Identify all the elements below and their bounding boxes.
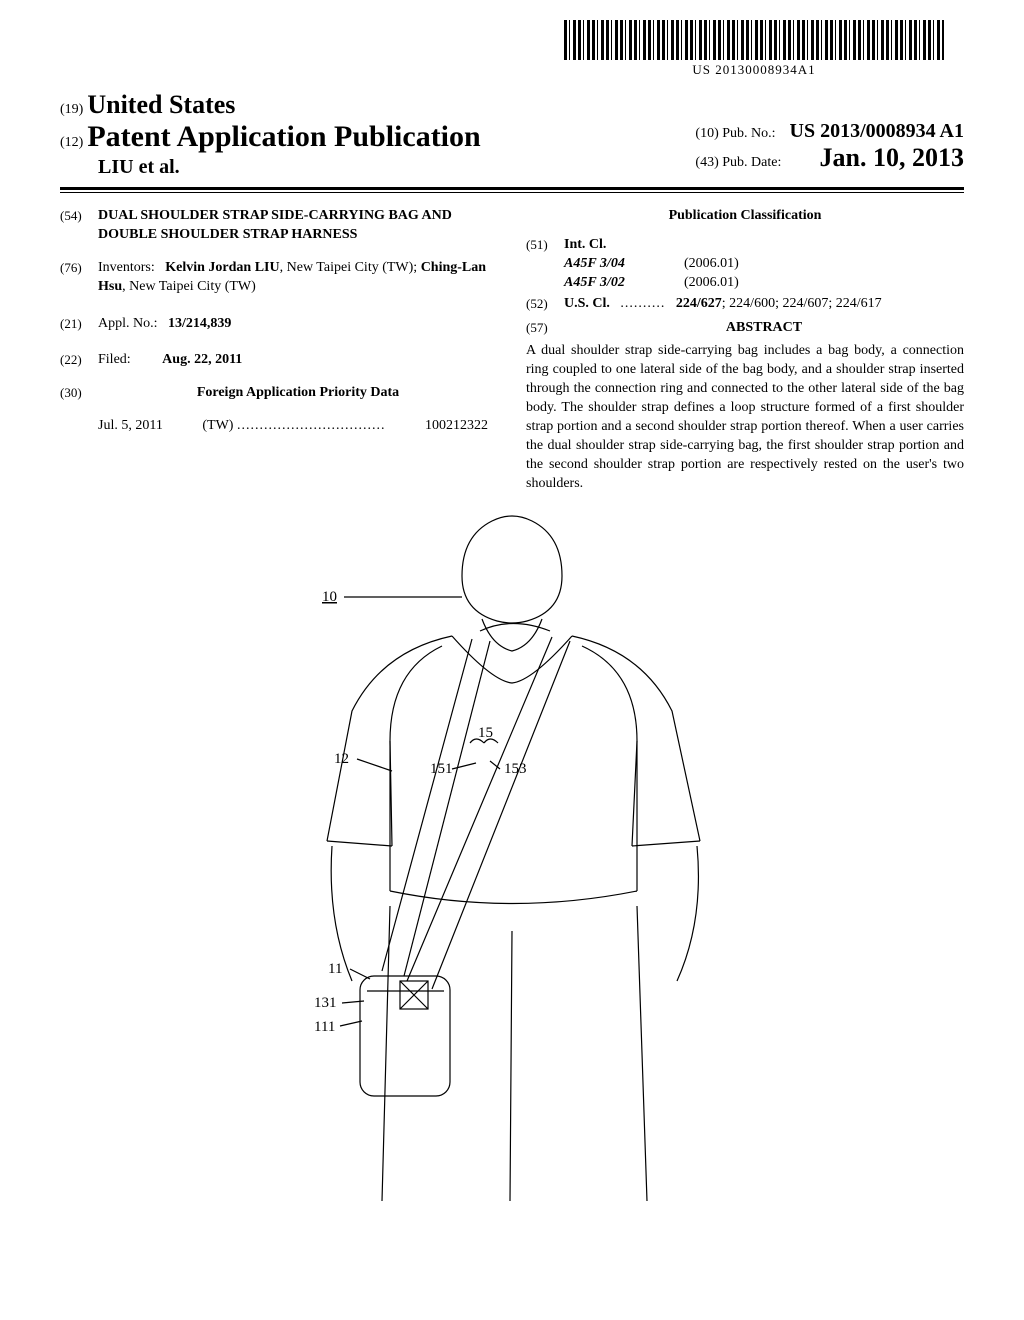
pubdate-value: Jan. 10, 2013 bbox=[820, 143, 964, 173]
intcl-item-1: A45F 3/02 (2006.01) bbox=[564, 274, 964, 293]
priority-heading-row: (30) Foreign Application Priority Data bbox=[60, 384, 498, 403]
uscl-code: (52) bbox=[526, 295, 564, 314]
priority-date: Jul. 5, 2011 bbox=[98, 417, 163, 436]
barcode-number: US 20130008934A1 bbox=[564, 62, 944, 78]
barcode-block: US 20130008934A1 bbox=[564, 20, 944, 78]
pubdate-label: Pub. Date: bbox=[722, 155, 781, 170]
applno-row: (21) Appl. No.: 13/214,839 bbox=[60, 315, 498, 334]
uscl-label: U.S. Cl. bbox=[564, 296, 610, 311]
filed-code: (22) bbox=[60, 351, 98, 370]
pub-title: Patent Application Publication bbox=[87, 120, 480, 153]
uscl-row: (52) U.S. Cl. .......... 224/627; 224/60… bbox=[526, 295, 964, 314]
publication-title-line: (12) Patent Application Publication bbox=[60, 120, 481, 154]
left-column: (54) DUAL SHOULDER STRAP SIDE-CARRYING B… bbox=[60, 207, 498, 493]
fig-label-111: 111 bbox=[314, 1019, 335, 1035]
pubno-label: Pub. No.: bbox=[722, 126, 775, 141]
country-name: United States bbox=[87, 90, 235, 119]
inventor-loc-1: , New Taipei City (TW); bbox=[280, 260, 421, 275]
fig-label-151: 151 bbox=[430, 761, 453, 777]
applno-label: Appl. No.: bbox=[98, 316, 158, 331]
priority-heading: Foreign Application Priority Data bbox=[98, 384, 498, 403]
figure-area: 10 12 15 151 153 11 131 111 bbox=[60, 511, 964, 1216]
fig-label-15: 15 bbox=[478, 725, 493, 741]
intcl-item-0-year: (2006.01) bbox=[684, 255, 739, 274]
priority-number: 100212322 bbox=[425, 417, 488, 436]
biblio-columns: (54) DUAL SHOULDER STRAP SIDE-CARRYING B… bbox=[60, 207, 964, 493]
country-line: (19) United States bbox=[60, 90, 964, 120]
inventors-code: (76) bbox=[60, 259, 98, 297]
uscl-dots: .......... bbox=[620, 296, 665, 311]
header: (19) United States (12) Patent Applicati… bbox=[60, 90, 964, 193]
abstract-heading-row: (57) ABSTRACT bbox=[526, 319, 964, 338]
invention-title: DUAL SHOULDER STRAP SIDE-CARRYING BAG AN… bbox=[98, 207, 498, 245]
pub-code: (12) bbox=[60, 135, 83, 150]
header-divider bbox=[60, 187, 964, 193]
patent-figure: 10 12 15 151 153 11 131 111 bbox=[232, 511, 792, 1211]
abstract-heading: ABSTRACT bbox=[564, 319, 964, 338]
priority-data-row: Jul. 5, 2011 (TW) ......................… bbox=[98, 417, 488, 436]
abstract-text: A dual shoulder strap side-carrying bag … bbox=[526, 342, 964, 493]
right-column: Publication Classification (51) Int. Cl.… bbox=[526, 207, 964, 493]
pubno-code: (10) bbox=[695, 126, 718, 141]
priority-code: (30) bbox=[60, 384, 98, 403]
title-code: (54) bbox=[60, 207, 98, 245]
fig-label-10: 10 bbox=[322, 589, 337, 605]
fig-label-12: 12 bbox=[334, 751, 349, 767]
intcl-item-1-year: (2006.01) bbox=[684, 274, 739, 293]
priority-country: (TW) bbox=[202, 418, 233, 433]
priority-dots: ................................. bbox=[237, 418, 386, 433]
applno-code: (21) bbox=[60, 315, 98, 334]
invention-title-row: (54) DUAL SHOULDER STRAP SIDE-CARRYING B… bbox=[60, 207, 498, 245]
barcode-graphic bbox=[564, 20, 944, 60]
filed-label: Filed: bbox=[98, 352, 131, 367]
fig-label-153: 153 bbox=[504, 761, 527, 777]
inventors-label: Inventors: bbox=[98, 260, 155, 275]
pubdate-code: (43) bbox=[695, 155, 718, 170]
inventor-name-1: Kelvin Jordan LIU bbox=[165, 260, 279, 275]
country-code: (19) bbox=[60, 102, 83, 117]
abstract-code: (57) bbox=[526, 319, 564, 338]
pub-right: (10) Pub. No.: US 2013/0008934 A1 (43) P… bbox=[695, 120, 964, 173]
intcl-row: (51) Int. Cl. A45F 3/04 (2006.01) A45F 3… bbox=[526, 236, 964, 293]
classification-heading: Publication Classification bbox=[526, 207, 964, 226]
uscl-first: 224/627 bbox=[676, 296, 722, 311]
fig-label-131: 131 bbox=[314, 995, 337, 1011]
filed-row: (22) Filed: Aug. 22, 2011 bbox=[60, 351, 498, 370]
fig-label-11: 11 bbox=[328, 961, 342, 977]
inventor-loc-2: , New Taipei City (TW) bbox=[122, 279, 256, 294]
applno-value: 13/214,839 bbox=[168, 316, 231, 331]
uscl-rest: ; 224/600; 224/607; 224/617 bbox=[722, 296, 882, 311]
filed-value: Aug. 22, 2011 bbox=[162, 352, 242, 367]
pubno-value: US 2013/0008934 A1 bbox=[790, 120, 964, 142]
intcl-label: Int. Cl. bbox=[564, 237, 606, 252]
intcl-item-0: A45F 3/04 (2006.01) bbox=[564, 255, 964, 274]
inventors-row: (76) Inventors: Kelvin Jordan LIU, New T… bbox=[60, 259, 498, 297]
inventor-line: LIU et al. bbox=[98, 156, 481, 179]
intcl-item-1-code: A45F 3/02 bbox=[564, 274, 684, 293]
intcl-code: (51) bbox=[526, 236, 564, 293]
intcl-item-0-code: A45F 3/04 bbox=[564, 255, 684, 274]
